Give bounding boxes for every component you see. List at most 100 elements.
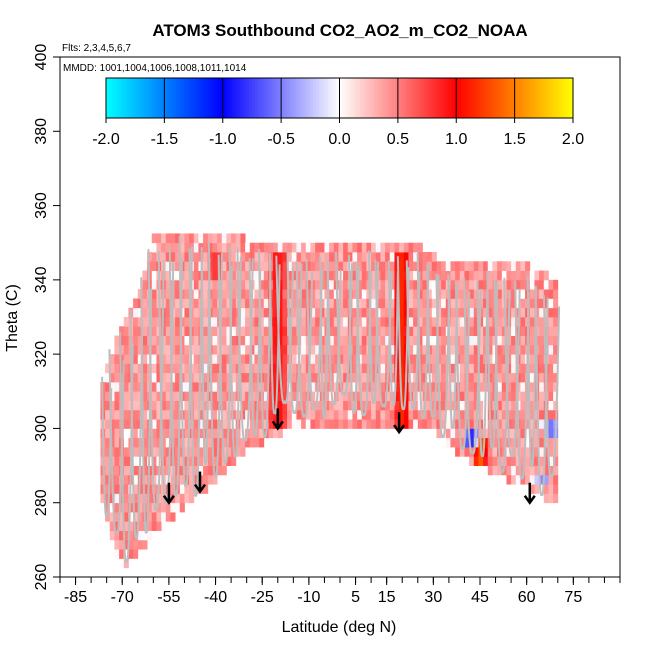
heatmap-cell [553,326,559,336]
flight-track [348,254,360,414]
heatmap-cell [259,428,265,439]
heatmap-cell [417,279,423,290]
heatmap-cell [338,252,344,262]
heatmap-cell [291,409,297,420]
heatmap-cell [422,270,428,281]
heatmap-cell [539,307,545,318]
heatmap-cell [464,317,470,327]
heatmap-cell [161,233,167,244]
heatmap-cell [529,307,535,318]
heatmap-cell [184,428,190,439]
heatmap-cell [525,261,531,271]
heatmap-cell [413,317,419,327]
heatmap-cell [450,307,456,318]
colorbar-swatch [164,78,168,118]
heatmap-cell [175,372,181,383]
heatmap-cell [291,372,297,383]
heatmap-cell [114,372,120,383]
heatmap-cell [375,382,381,392]
heatmap-cell [534,289,540,299]
heatmap-cell [315,270,321,281]
heatmap-cell [184,279,190,290]
heatmap-cell [203,344,209,355]
colorbar-swatch [275,78,279,118]
heatmap-cell [189,447,195,457]
heatmap-cell [553,465,559,476]
heatmap-cell [539,447,545,457]
colorbar-swatch [386,78,390,118]
heatmap-cell [459,261,465,271]
heatmap-cell [469,456,475,466]
heatmap-cell [529,354,535,364]
heatmap-cell [436,335,442,346]
heatmap-cell [105,474,111,485]
heatmap-cell [184,252,190,262]
heatmap-cell [221,335,227,346]
flight-track [476,280,489,457]
heatmap-cell [399,354,405,364]
heatmap-cell [151,447,157,457]
heatmap-cell [333,409,339,420]
heatmap-cell [123,465,129,476]
heatmap-cell [357,298,363,309]
heatmap-cell [506,372,512,383]
heatmap-cell [394,261,400,271]
heatmap-cell [207,391,213,401]
heatmap-cell [193,437,199,448]
heatmap-cell [133,549,139,559]
colorbar-swatch [298,78,303,118]
heatmap-cell [282,242,288,253]
heatmap-cell [380,317,386,327]
heatmap-cell [287,298,293,309]
heatmap-cell [408,317,414,327]
heatmap-cell [301,419,307,429]
colorbar-swatch [543,78,548,118]
heatmap-cell [109,409,115,420]
heatmap-cell [497,279,503,290]
heatmap-cell [203,307,209,318]
heatmap-cell [161,354,167,364]
heatmap-cell [193,335,199,346]
flight-track [463,277,482,455]
heatmap-cell [165,512,171,522]
heatmap-cell [529,382,535,392]
heatmap-cell [511,289,517,299]
colorbar-swatch [161,78,165,118]
colorbar-swatch [202,78,206,118]
colorbar-swatch [304,78,308,118]
heatmap-cell [175,344,181,355]
colorbar-swatch [266,78,270,118]
heatmap-cell [539,409,545,420]
heatmap-cell [273,307,279,318]
heatmap-cell [147,512,153,522]
heatmap-cell [389,335,395,346]
heatmap-cell [170,242,176,253]
heatmap-cell [282,354,288,364]
colorbar-swatch [141,78,145,118]
heatmap-cell [459,372,465,383]
colorbar-swatch [473,78,478,118]
colorbar-swatch [561,78,565,118]
heatmap-cell [291,317,297,327]
heatmap-cell [511,437,517,448]
heatmap-cell [539,382,545,392]
heatmap-cell [142,447,148,457]
heatmap-cell [114,539,120,550]
heatmap-cell [198,428,204,439]
heatmap-cell [329,344,335,355]
heatmap-cell [282,326,288,336]
heatmap-cell [156,437,162,448]
colorbar-swatch [424,78,428,118]
heatmap-cell [203,391,209,401]
heatmap-cell [207,447,213,457]
heatmap-cell [245,354,251,364]
heatmap-cell [525,465,531,476]
heatmap-cell [501,270,507,281]
heatmap-cell [193,419,199,429]
heatmap-cell [161,326,167,336]
flight-track [248,258,262,436]
heatmap-cell [310,344,316,355]
heatmap-cell [105,419,111,429]
heatmap-cell [263,354,269,364]
heatmap-cell [431,270,437,281]
